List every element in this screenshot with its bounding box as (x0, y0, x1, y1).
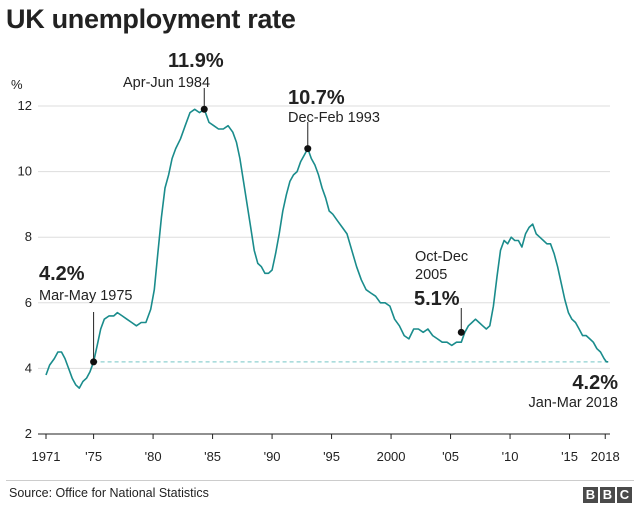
annotation-2005-period-line1: Oct-Dec (415, 249, 468, 265)
annotation-1975-period: Mar-May 1975 (39, 288, 132, 304)
chart-title: UK unemployment rate (6, 4, 296, 34)
x-tick-layer: 1971 '75 '80 '85 '90 '95 2000 '05 '10 '15 2018 (32, 434, 620, 464)
source-note: Source: Office for National Statistics (9, 486, 209, 500)
y-tick-label-8: 8 (25, 229, 32, 244)
x-tick-label-2000: 2000 (377, 449, 406, 464)
annotation-1975-dot (90, 358, 98, 366)
x-tick-label-2005: '05 (442, 449, 459, 464)
annotation-layer: 4.2% Mar-May 1975 11.9% Apr-Jun 1984 10.… (39, 50, 618, 411)
x-tick-label-1985: '85 (204, 449, 221, 464)
annotation-1984-value: 11.9% (168, 50, 224, 72)
annotation-2005-value: 5.1% (414, 288, 460, 310)
annotation-1993-value: 10.7% (288, 87, 345, 109)
annotation-1984-period: Apr-Jun 1984 (123, 75, 210, 91)
y-tick-label-6: 6 (25, 295, 32, 310)
annotation-2005-dot (457, 328, 465, 336)
footer-divider (6, 480, 634, 481)
x-tick-label-1990: '90 (264, 449, 281, 464)
grid-layer: 12 10 8 6 4 2 (18, 98, 610, 441)
y-axis-unit-label: % (11, 77, 23, 92)
annotation-2005-period-line2: 2005 (415, 267, 447, 283)
annotation-1993-period: Dec-Feb 1993 (288, 110, 380, 126)
series-line-0 (45, 108, 609, 389)
x-tick-label-1971: 1971 (32, 449, 61, 464)
x-tick-label-1975: '75 (85, 449, 102, 464)
x-tick-label-1995: '95 (323, 449, 340, 464)
annotation-2018-value: 4.2% (572, 372, 618, 394)
x-tick-label-2015: '15 (561, 449, 578, 464)
annotation-2018-period: Jan-Mar 2018 (529, 395, 618, 411)
line-layer (45, 108, 609, 389)
bbc-logo-block-1: B (583, 487, 598, 503)
y-tick-label-2: 2 (25, 426, 32, 441)
annotation-1984-dot (200, 105, 208, 113)
x-tick-label-1980: '80 (145, 449, 162, 464)
y-tick-label-4: 4 (25, 360, 32, 375)
bbc-logo: B B C (583, 487, 632, 503)
bbc-logo-block-3: C (617, 487, 632, 503)
annotation-1975-value: 4.2% (39, 263, 85, 285)
y-tick-label-10: 10 (18, 164, 32, 179)
x-tick-label-2010: '10 (502, 449, 519, 464)
x-tick-label-2018: 2018 (591, 449, 620, 464)
chart-svg: 12 10 8 6 4 2 % 1971 '75 '80 '85 '90 '95 2000 '05 '10… (11, 50, 620, 464)
y-tick-label-12: 12 (18, 98, 32, 113)
bbc-logo-block-2: B (600, 487, 615, 503)
annotation-1993-dot (304, 145, 312, 153)
